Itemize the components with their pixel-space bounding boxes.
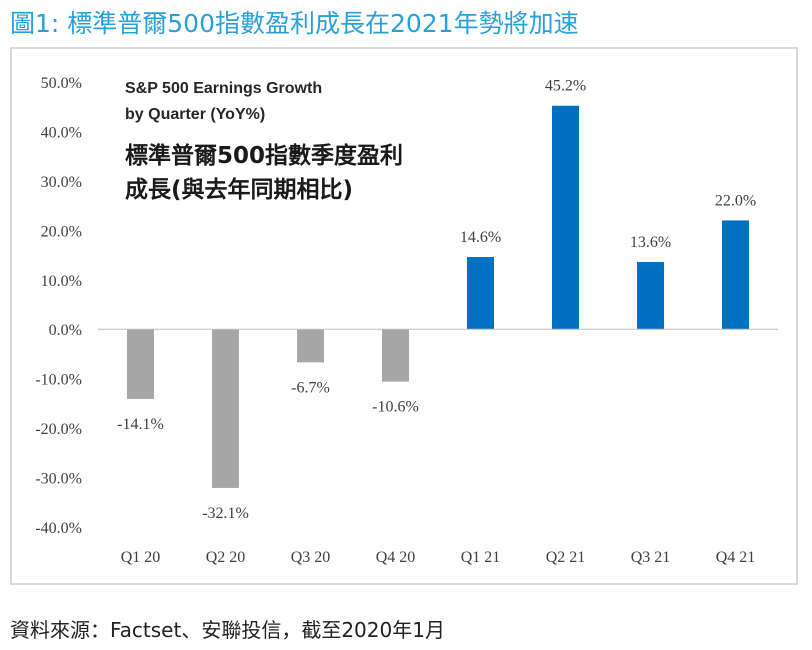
bar-q1-21 xyxy=(467,257,494,330)
y-axis-ticks: 50.0% 40.0% 30.0% 20.0% 10.0% 0.0% -10.0% -20.0… xyxy=(35,75,82,537)
figure-title: 圖1: 標準普爾500指數盈利成長在2021年勢將加速 xyxy=(10,9,579,38)
x-tick-label: Q3 21 xyxy=(631,549,671,566)
x-tick-label: Q2 21 xyxy=(546,549,586,566)
y-tick-label: 20.0% xyxy=(41,223,82,240)
source-note: 資料來源：Factset、安聯投信，截至2020年1月 xyxy=(10,618,445,642)
y-tick-label: 0.0% xyxy=(49,322,82,339)
x-tick-label: Q3 20 xyxy=(291,549,331,566)
x-axis-ticks: Q1 20 Q2 20 Q3 20 Q4 20 Q1 21 Q2 21 Q3 21 Q4 21 xyxy=(121,549,756,566)
y-tick-label: 50.0% xyxy=(41,75,82,92)
data-label: 14.6% xyxy=(460,229,501,246)
bar-q4-21 xyxy=(722,220,749,330)
chart-title-line-2: by Quarter (YoY%) xyxy=(125,106,265,123)
x-tick-label: Q4 21 xyxy=(716,549,756,566)
x-tick-label: Q1 21 xyxy=(461,549,501,566)
bar-chart: 50.0% 40.0% 30.0% 20.0% 10.0% 0.0% -10.0% -20.0… xyxy=(35,75,778,566)
data-label: 13.6% xyxy=(630,234,671,251)
bar-q3-20 xyxy=(297,329,324,363)
y-tick-label: 30.0% xyxy=(41,174,82,191)
bar-q2-20 xyxy=(212,329,239,488)
data-labels: -14.1% -32.1% -6.7% -10.6% 14.6% 45.2% 13.6% 22… xyxy=(117,78,756,522)
x-tick-label: Q1 20 xyxy=(121,549,161,566)
data-label: -10.6% xyxy=(372,399,419,416)
data-label: -6.7% xyxy=(291,379,330,396)
y-tick-label: 10.0% xyxy=(41,273,82,290)
bar-q2-21 xyxy=(552,105,579,330)
y-tick-label: -10.0% xyxy=(35,372,82,389)
y-tick-label: -30.0% xyxy=(35,471,82,488)
bar-q1-20 xyxy=(127,329,154,399)
chart-title-line-1: S&P 500 Earnings Growth xyxy=(125,80,322,97)
chart-subtitle-line-1: 標準普爾500指數季度盈利 xyxy=(125,142,403,169)
data-label: 22.0% xyxy=(715,192,756,209)
bar-series xyxy=(127,105,749,488)
y-tick-label: -40.0% xyxy=(35,520,82,537)
y-tick-label: -20.0% xyxy=(35,421,82,438)
data-label: -14.1% xyxy=(117,416,164,433)
x-tick-label: Q4 20 xyxy=(376,549,416,566)
x-tick-label: Q2 20 xyxy=(206,549,246,566)
y-tick-label: 40.0% xyxy=(41,124,82,141)
bar-q3-21 xyxy=(637,261,664,330)
bar-q4-20 xyxy=(382,329,409,382)
data-label: -32.1% xyxy=(202,505,249,522)
chart-subtitle-line-2: 成長(與去年同期相比) xyxy=(125,176,353,203)
chart-container: 50.0% 40.0% 30.0% 20.0% 10.0% 0.0% -10.0% -20.0… xyxy=(10,47,798,585)
data-label: 45.2% xyxy=(545,78,586,95)
